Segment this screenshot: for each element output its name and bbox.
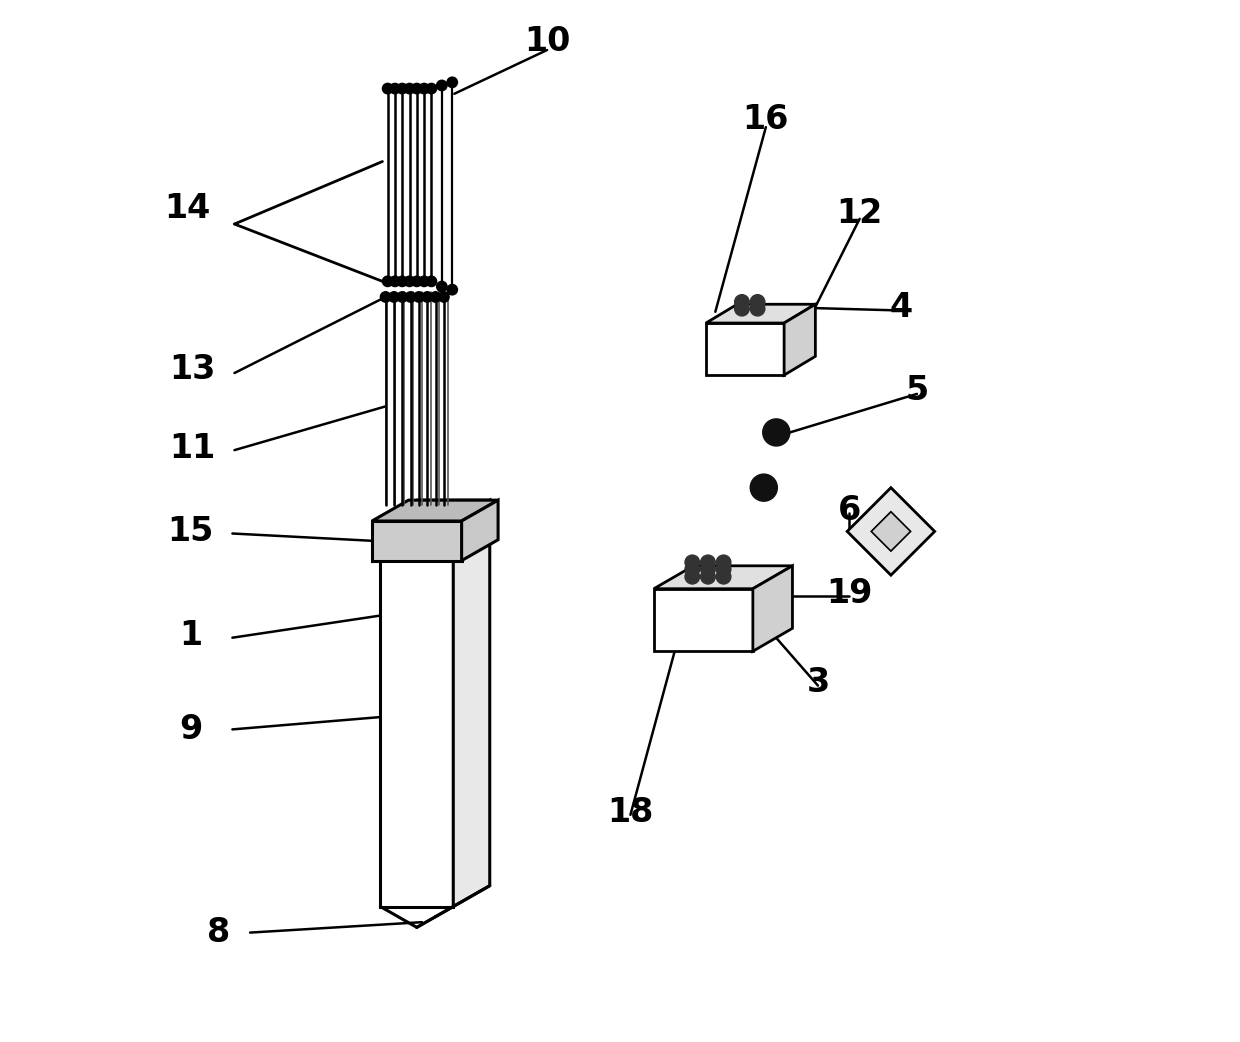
Circle shape <box>427 276 436 287</box>
Circle shape <box>436 281 448 292</box>
Circle shape <box>397 276 408 287</box>
Circle shape <box>397 292 408 302</box>
Polygon shape <box>461 500 498 561</box>
Circle shape <box>430 292 440 302</box>
Polygon shape <box>653 589 753 651</box>
Circle shape <box>701 569 715 584</box>
Text: 5: 5 <box>905 374 929 407</box>
Circle shape <box>448 77 458 88</box>
Text: 13: 13 <box>170 353 216 387</box>
Text: 11: 11 <box>170 431 216 465</box>
Circle shape <box>763 419 790 446</box>
Polygon shape <box>653 566 792 589</box>
Text: 15: 15 <box>167 515 213 548</box>
Circle shape <box>684 562 699 576</box>
Circle shape <box>436 80 448 91</box>
Text: 3: 3 <box>806 666 830 699</box>
Text: 9: 9 <box>179 713 202 746</box>
Circle shape <box>382 83 393 94</box>
Polygon shape <box>372 500 498 521</box>
Circle shape <box>734 295 749 309</box>
Circle shape <box>414 292 424 302</box>
Polygon shape <box>454 500 490 907</box>
Polygon shape <box>784 304 816 375</box>
Text: 18: 18 <box>608 796 653 829</box>
Circle shape <box>427 83 436 94</box>
Text: 12: 12 <box>837 197 883 230</box>
Circle shape <box>750 295 765 309</box>
Circle shape <box>404 276 414 287</box>
Text: 10: 10 <box>523 25 570 58</box>
Circle shape <box>389 83 401 94</box>
Circle shape <box>389 276 401 287</box>
Circle shape <box>382 276 393 287</box>
Text: 16: 16 <box>743 103 789 137</box>
Polygon shape <box>847 488 935 575</box>
Circle shape <box>750 301 765 316</box>
Circle shape <box>412 83 422 94</box>
Polygon shape <box>706 304 816 323</box>
Circle shape <box>381 292 391 302</box>
Circle shape <box>388 292 399 302</box>
Circle shape <box>684 569 699 584</box>
Polygon shape <box>872 512 910 551</box>
Polygon shape <box>372 521 461 561</box>
Text: 1: 1 <box>179 619 202 652</box>
Text: 19: 19 <box>826 577 873 611</box>
Circle shape <box>397 83 408 94</box>
Polygon shape <box>381 500 490 521</box>
Circle shape <box>412 276 422 287</box>
Circle shape <box>717 569 730 584</box>
Circle shape <box>439 292 449 302</box>
Circle shape <box>419 83 429 94</box>
Circle shape <box>717 555 730 570</box>
Circle shape <box>448 284 458 295</box>
Circle shape <box>750 474 777 501</box>
Circle shape <box>701 555 715 570</box>
Polygon shape <box>706 323 784 375</box>
Circle shape <box>405 292 415 302</box>
Text: 14: 14 <box>165 192 211 225</box>
Text: 4: 4 <box>890 291 913 324</box>
Polygon shape <box>381 521 454 907</box>
Circle shape <box>701 562 715 576</box>
Circle shape <box>404 83 414 94</box>
Polygon shape <box>753 566 792 651</box>
Circle shape <box>717 562 730 576</box>
Circle shape <box>419 276 429 287</box>
Text: 8: 8 <box>207 916 231 949</box>
Circle shape <box>422 292 433 302</box>
Text: 6: 6 <box>837 494 861 527</box>
Circle shape <box>734 301 749 316</box>
Circle shape <box>684 555 699 570</box>
